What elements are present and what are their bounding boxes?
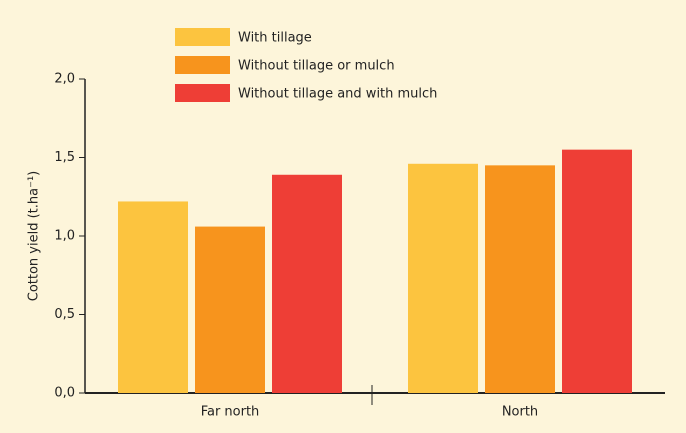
legend-swatch [175, 56, 230, 74]
x-tick-label: North [502, 405, 538, 420]
y-tick-label: 1,5 [54, 150, 75, 165]
bar [408, 163, 478, 393]
bar [562, 149, 632, 393]
y-tick-label: 1,0 [54, 229, 75, 244]
legend-label: With tillage [238, 31, 312, 46]
legend-label: Without tillage or mulch [238, 59, 395, 74]
bar [485, 165, 555, 393]
bar [272, 174, 342, 393]
legend-swatch [175, 28, 230, 46]
y-tick-label: 0,5 [54, 307, 75, 322]
legend-label: Without tillage and with mulch [238, 87, 437, 102]
bar [195, 226, 265, 393]
bar [118, 201, 188, 393]
y-tick-label: 0,0 [54, 386, 75, 401]
y-axis-label: Cotton yield (t.ha⁻¹) [27, 171, 42, 302]
y-tick-label: 2,0 [54, 72, 75, 87]
x-tick-label: Far north [201, 405, 260, 420]
legend-swatch [175, 84, 230, 102]
